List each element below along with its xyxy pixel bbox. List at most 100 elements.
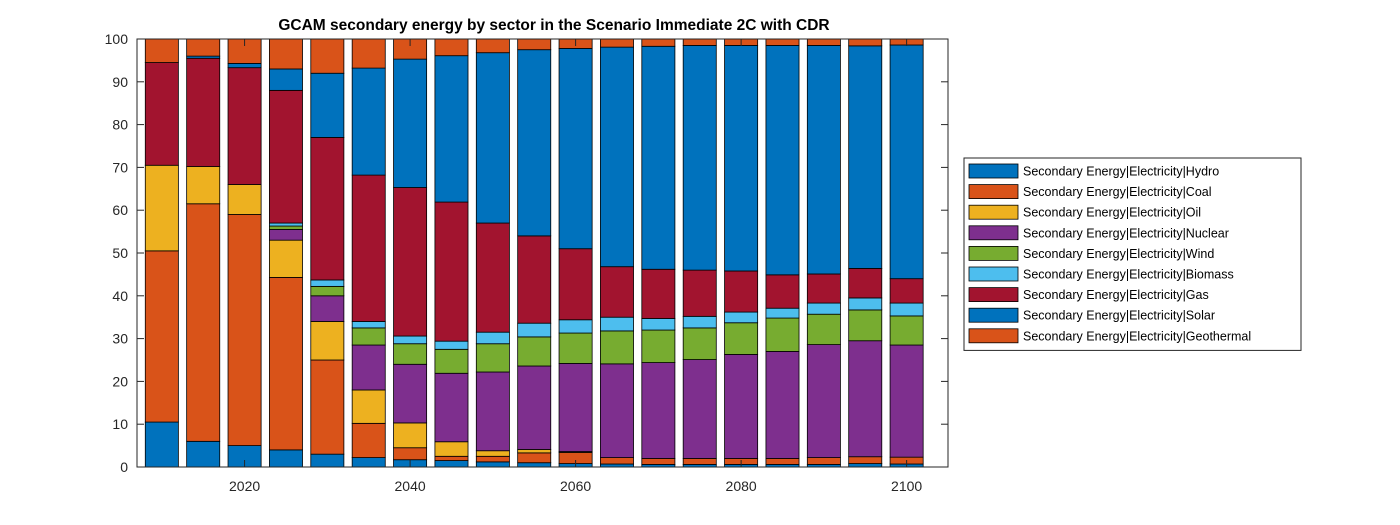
bar-segment: [848, 297, 883, 311]
bar-segment: [682, 269, 717, 317]
bar-segment: [517, 449, 552, 454]
y-tick-label: 40: [112, 288, 128, 304]
x-tick-label: 2060: [560, 478, 591, 494]
bar-segment: [848, 45, 883, 269]
bar-segment: [765, 317, 800, 352]
bar-segment: [269, 38, 303, 70]
legend-label: Secondary Energy|Electricity|Gas: [1023, 288, 1209, 302]
bar-segment: [310, 295, 345, 322]
bar-segment: [724, 354, 759, 459]
bar-segment: [517, 38, 552, 51]
bar-segment: [269, 89, 303, 224]
bar-segment: [393, 363, 428, 424]
legend-swatch: [968, 184, 1019, 200]
legend-label: Secondary Energy|Electricity|Biomass: [1023, 268, 1234, 282]
bar-segment: [848, 268, 883, 299]
bar-segment: [724, 270, 759, 313]
bar-segment: [765, 458, 800, 465]
y-tick-label: 80: [112, 117, 128, 133]
x-tick-label: 2040: [395, 478, 426, 494]
bar-segment: [227, 214, 262, 446]
legend-label: Secondary Energy|Electricity|Hydro: [1023, 165, 1219, 179]
bar-segment: [351, 422, 386, 458]
legend: Secondary Energy|Electricity|Hydro Second…: [963, 157, 1302, 351]
legend-swatch: [968, 163, 1019, 179]
bar-segment: [641, 45, 676, 270]
legend-swatch: [968, 225, 1019, 241]
bar-segment: [682, 359, 717, 459]
legend-label: Secondary Energy|Electricity|Solar: [1023, 309, 1215, 323]
bar-segment: [475, 461, 510, 468]
bar-segment: [227, 63, 262, 69]
bar-segment: [889, 315, 924, 346]
bar-segment: [434, 55, 469, 203]
bar-segment: [848, 463, 883, 468]
y-tick-label: 100: [105, 31, 129, 47]
y-tick-label: 30: [112, 331, 128, 347]
bar-segment: [889, 302, 924, 317]
bar-segment: [558, 48, 593, 250]
bar-segment: [600, 46, 634, 268]
y-tick-label: 0: [120, 459, 128, 475]
bar-segment: [351, 327, 386, 346]
bar-segment: [310, 279, 345, 287]
bar-segment: [806, 38, 841, 46]
bar-segment: [269, 449, 303, 468]
legend-swatch: [968, 328, 1019, 344]
bar-segment: [434, 38, 469, 57]
legend-swatch: [968, 307, 1019, 323]
bar-segment: [269, 229, 303, 241]
bar-segment: [600, 266, 634, 318]
bar-segment: [682, 45, 717, 271]
x-tick-label: 2020: [229, 478, 260, 494]
bar-segment: [186, 166, 221, 205]
bar-segment: [641, 329, 676, 363]
bar-segment: [558, 319, 593, 334]
bar-segment: [310, 453, 345, 468]
bar-segment: [144, 250, 179, 423]
bar-segment: [724, 322, 759, 355]
bar-segment: [682, 327, 717, 360]
bar-segment: [144, 164, 179, 252]
bar-segment: [889, 44, 924, 280]
bar-segment: [434, 372, 469, 443]
bar-segment: [351, 344, 386, 391]
bar-segment: [806, 344, 841, 458]
legend-swatch: [968, 287, 1019, 303]
bar-segment: [269, 68, 303, 91]
y-tick-label: 90: [112, 74, 128, 90]
bar-segment: [351, 457, 386, 468]
bar-segment: [558, 248, 593, 321]
bar-segment: [186, 440, 221, 468]
bar-segment: [600, 363, 634, 458]
bar-segment: [310, 72, 345, 138]
legend-label: Secondary Energy|Electricity|Geothermal: [1023, 329, 1251, 343]
legend-label: Secondary Energy|Electricity|Wind: [1023, 247, 1214, 261]
y-tick-label: 10: [112, 416, 128, 432]
legend-label: Secondary Energy|Electricity|Coal: [1023, 185, 1212, 199]
bar-segment: [765, 45, 800, 276]
bar-segment: [393, 447, 428, 461]
legend-swatch: [968, 204, 1019, 220]
legend-swatch: [968, 245, 1019, 261]
bar-segment: [434, 441, 469, 457]
y-tick-label: 60: [112, 202, 128, 218]
bar-segment: [682, 38, 717, 46]
bar-segment: [475, 450, 510, 457]
bar-segment: [310, 285, 345, 297]
bar-segment: [600, 330, 634, 365]
bar-segment: [517, 365, 552, 450]
bar-segment: [144, 62, 179, 166]
bar-segment: [517, 462, 552, 468]
bar-segment: [558, 363, 593, 452]
legend-swatch: [968, 266, 1019, 282]
bar-segment: [558, 332, 593, 364]
bar-segment: [848, 38, 883, 47]
bar-segment: [351, 321, 386, 329]
bar-segment: [144, 421, 179, 468]
bar-segment: [517, 322, 552, 338]
bar-segment: [806, 313, 841, 345]
y-tick-label: 50: [112, 245, 128, 261]
bar-segment: [269, 225, 303, 230]
